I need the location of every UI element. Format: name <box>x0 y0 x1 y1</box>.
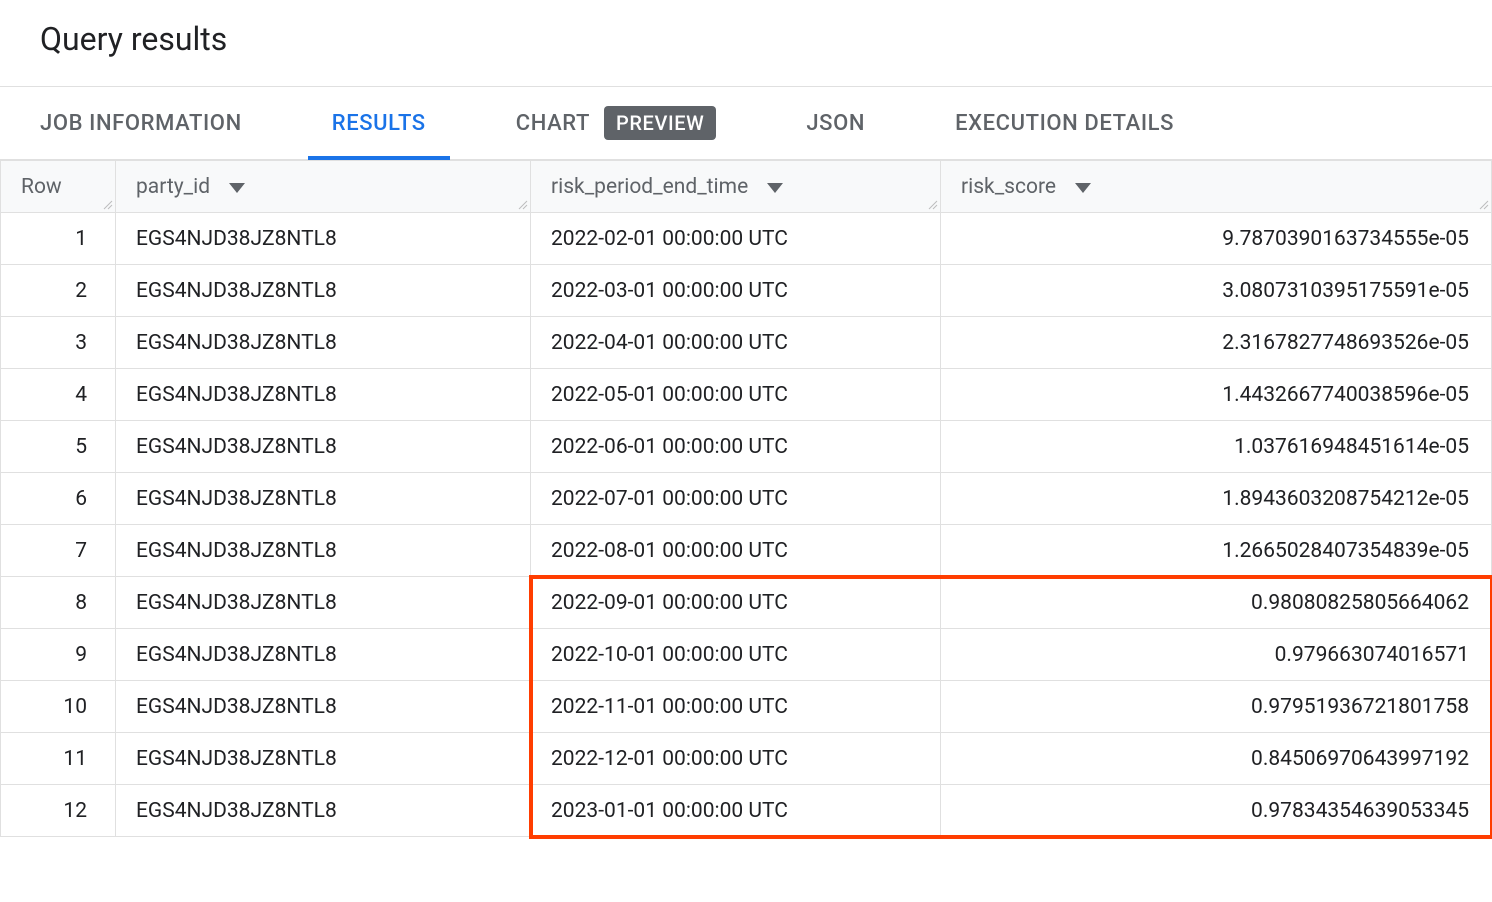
table-row: 11EGS4NJD38JZ8NTL82022-12-01 00:00:00 UT… <box>1 733 1492 785</box>
cell-risk-score: 1.4432667740038596e-05 <box>941 369 1492 421</box>
column-label: party_id <box>136 175 210 199</box>
cell-party-id: EGS4NJD38JZ8NTL8 <box>116 629 531 681</box>
cell-risk-period-end-time: 2022-04-01 00:00:00 UTC <box>531 317 941 369</box>
cell-row-number: 1 <box>1 213 116 265</box>
cell-row-number: 4 <box>1 369 116 421</box>
table-row: 4EGS4NJD38JZ8NTL82022-05-01 00:00:00 UTC… <box>1 369 1492 421</box>
cell-risk-score: 2.3167827748693526e-05 <box>941 317 1492 369</box>
cell-risk-period-end-time: 2022-11-01 00:00:00 UTC <box>531 681 941 733</box>
cell-risk-score: 0.979663074016571 <box>941 629 1492 681</box>
cell-risk-period-end-time: 2022-03-01 00:00:00 UTC <box>531 265 941 317</box>
column-header-risk-score[interactable]: risk_score <box>941 161 1492 213</box>
dropdown-arrow-icon[interactable] <box>229 183 245 193</box>
cell-risk-period-end-time: 2022-02-01 00:00:00 UTC <box>531 213 941 265</box>
cell-risk-period-end-time: 2022-10-01 00:00:00 UTC <box>531 629 941 681</box>
tab-label: CHART <box>516 111 590 136</box>
column-header-risk-period-end-time[interactable]: risk_period_end_time <box>531 161 941 213</box>
cell-risk-period-end-time: 2022-09-01 00:00:00 UTC <box>531 577 941 629</box>
cell-party-id: EGS4NJD38JZ8NTL8 <box>116 317 531 369</box>
table-row: 3EGS4NJD38JZ8NTL82022-04-01 00:00:00 UTC… <box>1 317 1492 369</box>
resize-handle-icon[interactable] <box>103 200 113 210</box>
cell-risk-period-end-time: 2022-06-01 00:00:00 UTC <box>531 421 941 473</box>
page-title: Query results <box>0 0 1492 86</box>
cell-risk-period-end-time: 2023-01-01 00:00:00 UTC <box>531 785 941 837</box>
cell-risk-score: 0.97834354639053345 <box>941 785 1492 837</box>
cell-row-number: 9 <box>1 629 116 681</box>
cell-party-id: EGS4NJD38JZ8NTL8 <box>116 421 531 473</box>
cell-row-number: 7 <box>1 525 116 577</box>
dropdown-arrow-icon[interactable] <box>1075 183 1091 193</box>
table-row: 9EGS4NJD38JZ8NTL82022-10-01 00:00:00 UTC… <box>1 629 1492 681</box>
table-row: 10EGS4NJD38JZ8NTL82022-11-01 00:00:00 UT… <box>1 681 1492 733</box>
cell-risk-score: 1.8943603208754212e-05 <box>941 473 1492 525</box>
resize-handle-icon[interactable] <box>928 200 938 210</box>
table-header-row: Row party_id risk_period_end_time <box>1 161 1492 213</box>
cell-risk-period-end-time: 2022-08-01 00:00:00 UTC <box>531 525 941 577</box>
column-header-party-id[interactable]: party_id <box>116 161 531 213</box>
table-row: 6EGS4NJD38JZ8NTL82022-07-01 00:00:00 UTC… <box>1 473 1492 525</box>
cell-row-number: 6 <box>1 473 116 525</box>
preview-badge: PREVIEW <box>604 106 716 140</box>
table-row: 12EGS4NJD38JZ8NTL82023-01-01 00:00:00 UT… <box>1 785 1492 837</box>
table-row: 2EGS4NJD38JZ8NTL82022-03-01 00:00:00 UTC… <box>1 265 1492 317</box>
table-row: 8EGS4NJD38JZ8NTL82022-09-01 00:00:00 UTC… <box>1 577 1492 629</box>
dropdown-arrow-icon[interactable] <box>767 183 783 193</box>
results-table-wrap: Row party_id risk_period_end_time <box>0 160 1492 837</box>
cell-risk-score: 9.7870390163734555e-05 <box>941 213 1492 265</box>
cell-party-id: EGS4NJD38JZ8NTL8 <box>116 265 531 317</box>
results-table: Row party_id risk_period_end_time <box>0 160 1492 837</box>
tab-job-information[interactable]: JOB INFORMATION <box>40 87 242 159</box>
cell-row-number: 3 <box>1 317 116 369</box>
table-row: 7EGS4NJD38JZ8NTL82022-08-01 00:00:00 UTC… <box>1 525 1492 577</box>
cell-risk-score: 3.0807310395175591e-05 <box>941 265 1492 317</box>
cell-risk-score: 1.037616948451614e-05 <box>941 421 1492 473</box>
tab-results[interactable]: RESULTS <box>332 87 426 159</box>
cell-party-id: EGS4NJD38JZ8NTL8 <box>116 785 531 837</box>
tab-execution-details[interactable]: EXECUTION DETAILS <box>955 87 1174 159</box>
column-label: risk_period_end_time <box>551 175 748 199</box>
tab-json[interactable]: JSON <box>806 87 865 159</box>
cell-party-id: EGS4NJD38JZ8NTL8 <box>116 213 531 265</box>
cell-risk-period-end-time: 2022-12-01 00:00:00 UTC <box>531 733 941 785</box>
tabs-bar: JOB INFORMATION RESULTS CHART PREVIEW JS… <box>0 86 1492 160</box>
column-label: Row <box>21 175 62 199</box>
cell-risk-period-end-time: 2022-05-01 00:00:00 UTC <box>531 369 941 421</box>
cell-row-number: 2 <box>1 265 116 317</box>
column-label: risk_score <box>961 175 1056 199</box>
cell-row-number: 11 <box>1 733 116 785</box>
resize-handle-icon[interactable] <box>1479 200 1489 210</box>
cell-party-id: EGS4NJD38JZ8NTL8 <box>116 577 531 629</box>
cell-risk-period-end-time: 2022-07-01 00:00:00 UTC <box>531 473 941 525</box>
column-header-row[interactable]: Row <box>1 161 116 213</box>
cell-party-id: EGS4NJD38JZ8NTL8 <box>116 681 531 733</box>
cell-party-id: EGS4NJD38JZ8NTL8 <box>116 369 531 421</box>
cell-row-number: 5 <box>1 421 116 473</box>
tab-label: EXECUTION DETAILS <box>955 111 1174 136</box>
cell-risk-score: 0.84506970643997192 <box>941 733 1492 785</box>
cell-row-number: 12 <box>1 785 116 837</box>
cell-party-id: EGS4NJD38JZ8NTL8 <box>116 525 531 577</box>
tab-label: JSON <box>806 111 865 136</box>
tab-label: RESULTS <box>332 111 426 136</box>
cell-row-number: 8 <box>1 577 116 629</box>
tab-label: JOB INFORMATION <box>40 111 242 136</box>
tab-chart[interactable]: CHART PREVIEW <box>516 87 717 159</box>
table-row: 1EGS4NJD38JZ8NTL82022-02-01 00:00:00 UTC… <box>1 213 1492 265</box>
cell-risk-score: 0.98080825805664062 <box>941 577 1492 629</box>
cell-risk-score: 1.2665028407354839e-05 <box>941 525 1492 577</box>
cell-party-id: EGS4NJD38JZ8NTL8 <box>116 733 531 785</box>
cell-party-id: EGS4NJD38JZ8NTL8 <box>116 473 531 525</box>
cell-risk-score: 0.97951936721801758 <box>941 681 1492 733</box>
table-row: 5EGS4NJD38JZ8NTL82022-06-01 00:00:00 UTC… <box>1 421 1492 473</box>
resize-handle-icon[interactable] <box>518 200 528 210</box>
cell-row-number: 10 <box>1 681 116 733</box>
